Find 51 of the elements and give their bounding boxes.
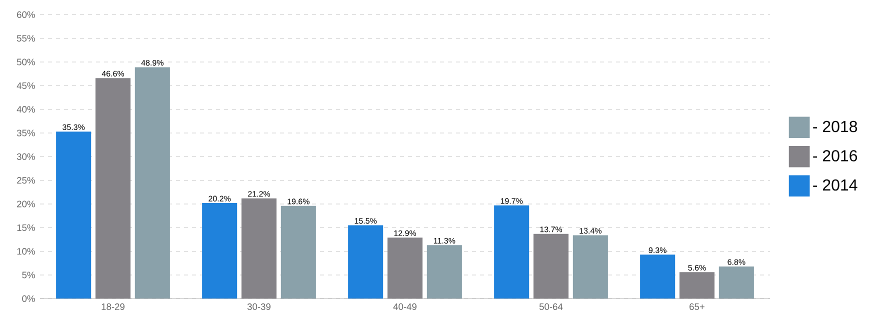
- data-label: 48.9%: [141, 60, 164, 66]
- data-label: 11.3%: [434, 238, 456, 244]
- bar: [426, 245, 462, 299]
- bar: [134, 67, 170, 299]
- data-label: 46.6%: [102, 70, 124, 77]
- x-tick-label: 18-29: [102, 304, 124, 310]
- data-label: 13.4%: [580, 228, 602, 234]
- bar: [572, 235, 608, 299]
- bar: [280, 206, 316, 299]
- legend-label: - 2016: [813, 150, 858, 162]
- y-tick-label: 15%: [17, 224, 35, 232]
- data-label: 9.3%: [648, 248, 666, 254]
- y-tick-label: 50%: [16, 58, 35, 66]
- x-tick-label: 30-39: [247, 304, 270, 310]
- data-label: 12.9%: [394, 230, 416, 236]
- bar: [202, 203, 238, 299]
- bar: [348, 225, 384, 299]
- y-tick-label: 25%: [17, 177, 35, 184]
- data-label: 6.8%: [728, 259, 746, 266]
- y-tick-label: 20%: [17, 200, 35, 208]
- bar: [679, 272, 715, 299]
- data-label: 19.7%: [500, 198, 523, 204]
- y-tick-label: 30%: [16, 154, 35, 160]
- bar: [387, 238, 423, 299]
- data-label: 20.2%: [208, 196, 231, 202]
- y-tick-label: 10%: [17, 248, 35, 255]
- bar: [95, 78, 131, 299]
- bar: [241, 198, 277, 299]
- y-tick-label: 60%: [17, 12, 35, 18]
- bar: [494, 206, 530, 299]
- y-tick-label: 40%: [16, 106, 35, 113]
- y-tick-label: 45%: [16, 82, 35, 90]
- data-label: 5.6%: [688, 265, 706, 271]
- data-label: 21.2%: [248, 191, 270, 197]
- y-tick-label: 0%: [22, 296, 35, 302]
- x-tick-label: 65+: [690, 304, 704, 310]
- data-label: 13.7%: [540, 226, 562, 232]
- bar: [56, 132, 92, 299]
- bar: [640, 254, 676, 299]
- x-tick-label: 40-49: [393, 304, 416, 310]
- legend-label: - 2018: [813, 121, 858, 132]
- bar: [718, 266, 754, 299]
- x-tick-label: 50-64: [539, 304, 563, 310]
- data-label: 19.6%: [288, 198, 310, 204]
- bar: [533, 234, 569, 299]
- data-label: 35.3%: [62, 124, 85, 130]
- y-tick-label: 5%: [22, 272, 35, 278]
- y-tick-label: 35%: [16, 130, 35, 136]
- legend-label: - 2014: [813, 179, 858, 191]
- y-tick-label: 55%: [16, 35, 35, 42]
- data-label: 15.5%: [354, 218, 377, 224]
